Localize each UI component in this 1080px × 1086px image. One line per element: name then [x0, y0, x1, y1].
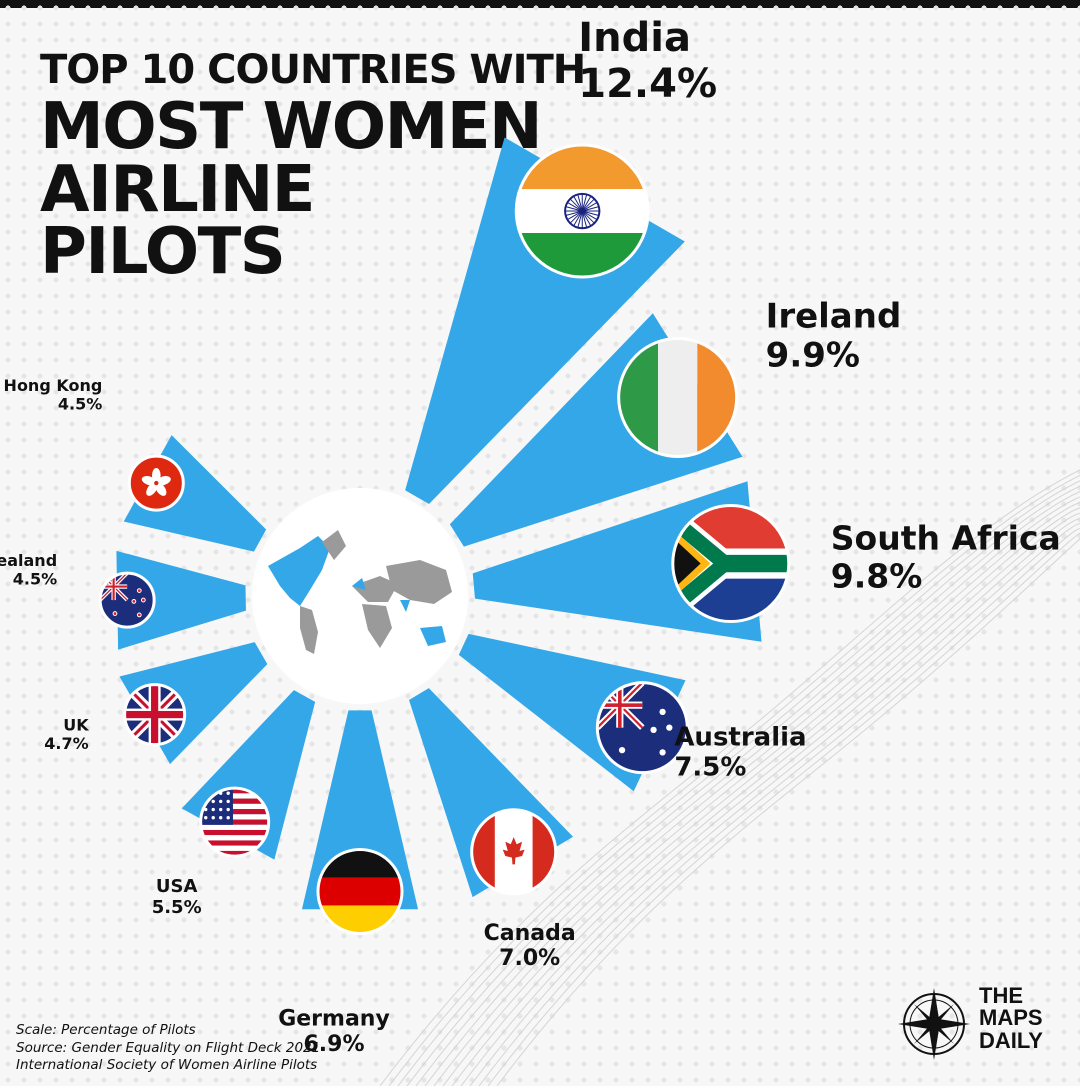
- brand-line-2: MAPS: [979, 1005, 1043, 1031]
- wave-line: [451, 512, 1080, 1086]
- country-label-hong-kong: Hong Kong: [4, 376, 103, 395]
- wave-line: [442, 507, 1080, 1086]
- title-line-1: TOP 10 COUNTRIES WITH: [40, 47, 586, 93]
- value-label-usa: 5.5%: [152, 897, 202, 918]
- value-label-uk: 4.7%: [44, 734, 88, 753]
- chart-title: TOP 10 COUNTRIES WITH MOST WOMEN AIRLINE…: [40, 47, 586, 290]
- usa-flag-icon: [199, 786, 271, 858]
- wave-line: [397, 480, 1080, 1086]
- country-label-ireland: Ireland: [766, 296, 902, 336]
- country-label-australia: Australia: [674, 723, 806, 753]
- decorative-wave-lines: [379, 469, 1080, 1086]
- canada-flag-icon: [470, 808, 558, 896]
- world-map-hub: [252, 488, 468, 704]
- brand-name: THE MAPS DAILY: [979, 983, 1043, 1053]
- wave-line: [478, 528, 1080, 1086]
- country-label-south-africa: South Africa: [831, 519, 1061, 558]
- wave-line: [379, 469, 1080, 1086]
- org-note: International Society of Women Airline P…: [16, 1057, 318, 1074]
- wave-line: [406, 485, 1080, 1086]
- value-label-hong-kong: 4.5%: [58, 394, 102, 413]
- wave-line: [469, 523, 1080, 1086]
- india-flag-icon: [514, 143, 650, 279]
- brand-logo: THE MAPS DAILY: [895, 983, 1065, 1065]
- hong-kong-flag-icon: [127, 454, 185, 512]
- value-label-ireland: 9.9%: [766, 336, 860, 376]
- ireland-flag-icon: [617, 336, 739, 458]
- wave-line: [388, 474, 1080, 1086]
- scale-note: Scale: Percentage of Pilots: [16, 1022, 196, 1038]
- value-label-canada: 7.0%: [499, 946, 560, 971]
- country-label-canada: Canada: [484, 921, 576, 946]
- source-note: Source: Gender Equality on Flight Deck 2…: [16, 1039, 321, 1056]
- value-label-germany: 6.9%: [303, 1032, 364, 1057]
- brand-line-1: THE: [979, 983, 1023, 1008]
- wave-line: [415, 491, 1080, 1086]
- value-label-south-africa: 9.8%: [831, 557, 923, 596]
- world-map-icon: [268, 530, 452, 654]
- brand-line-3: DAILY: [979, 1027, 1043, 1053]
- wave-line: [496, 538, 1080, 1086]
- bar-new-zealand: [116, 550, 246, 650]
- wave-line: [487, 532, 1080, 1086]
- germany-flag-icon: [316, 847, 404, 935]
- value-label-india: 12.4%: [578, 61, 717, 107]
- wave-line: [433, 501, 1080, 1086]
- title-line-2: MOST WOMEN AIRLINE PILOTS: [40, 90, 543, 290]
- country-label-germany: Germany: [278, 1006, 390, 1031]
- country-label-india: India: [578, 15, 691, 61]
- uk-flag-icon: [123, 683, 187, 747]
- compass-rose-icon: [898, 988, 970, 1060]
- chart-footer: Scale: Percentage of Pilots Source: Gend…: [16, 1022, 320, 1075]
- wave-line: [460, 518, 1080, 1086]
- wave-line: [424, 496, 1080, 1086]
- value-label-australia: 7.5%: [674, 753, 746, 783]
- country-label-usa: USA: [156, 876, 198, 897]
- new-zealand-flag-icon: [98, 571, 156, 629]
- country-label-uk: UK: [63, 716, 89, 735]
- australia-flag-icon: [595, 681, 689, 775]
- value-label-new-zealand: 4.5%: [13, 569, 57, 588]
- country-label-new-zealand: New Zealand: [0, 551, 57, 570]
- south-africa-flag-icon: [671, 504, 791, 624]
